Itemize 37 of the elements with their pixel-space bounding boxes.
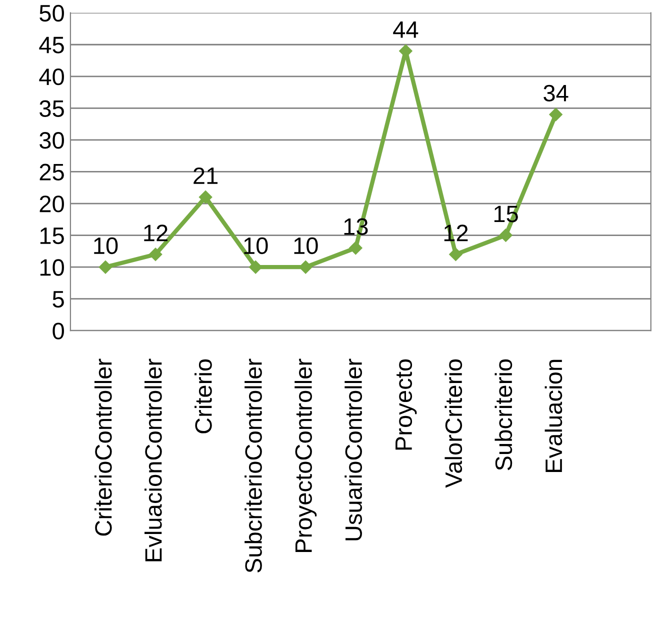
y-tick-label: 25 <box>40 164 64 181</box>
y-tick-label: 30 <box>40 132 64 149</box>
data-label: 10 <box>294 237 318 254</box>
data-label: 10 <box>244 237 268 254</box>
x-tick-label: Subcriterio <box>494 359 512 470</box>
point <box>148 248 162 261</box>
y-tick-label: 35 <box>40 100 64 117</box>
y-tick-label: 20 <box>40 196 64 212</box>
data-label: 10 <box>94 237 118 254</box>
point <box>98 260 112 274</box>
x-tick-label: ValorCriterio <box>444 359 462 488</box>
data-label: 44 <box>393 22 418 38</box>
y-tick-label: 10 <box>40 259 64 276</box>
point <box>499 228 512 242</box>
point <box>249 260 262 274</box>
y-tick-label: 0 <box>52 322 64 340</box>
x-tick-label: CriterioController <box>94 358 112 536</box>
x-tick-label: SubcriterioController <box>244 358 262 573</box>
y-tick-label: 15 <box>40 228 64 244</box>
data-label: 12 <box>144 224 168 242</box>
y-tick-label: 40 <box>39 68 64 86</box>
y-tick-label: 50 <box>40 4 64 22</box>
point <box>299 260 312 274</box>
y-tick-label: 45 <box>39 36 64 54</box>
x-tick-label: Criterio <box>194 359 212 434</box>
x-tick-label: UsuarioController <box>344 358 362 540</box>
x-tick-label: EvluacionController <box>144 358 162 562</box>
x-tick-label: Proyecto <box>396 359 417 450</box>
data-label: 21 <box>194 167 218 184</box>
point <box>349 241 362 255</box>
point <box>449 248 462 261</box>
x-tick-label: Evaluacion <box>544 360 562 472</box>
point <box>198 190 212 204</box>
point <box>549 108 562 122</box>
x-tick-label: ProyectoController <box>294 358 317 552</box>
y-tick-label: 5 <box>52 291 64 308</box>
data-label: 34 <box>544 84 568 102</box>
